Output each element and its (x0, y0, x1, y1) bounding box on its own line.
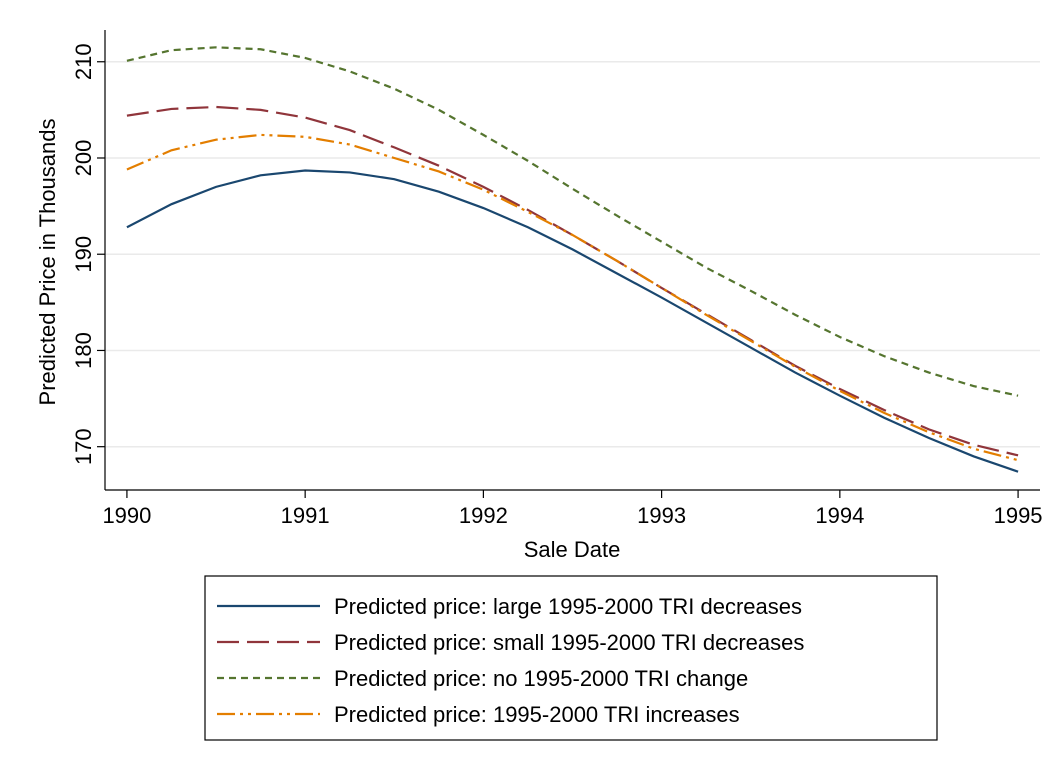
series-line (126, 169, 1019, 473)
x-tick-label: 1993 (637, 503, 686, 528)
series-line (126, 46, 1019, 397)
legend-box (204, 575, 938, 741)
y-tick-label: 180 (71, 332, 96, 369)
y-tick-label: 170 (71, 428, 96, 465)
y-tick-label: 210 (71, 43, 96, 80)
legend-label: Predicted price: 1995-2000 TRI increases (334, 702, 740, 727)
series-line (126, 105, 1019, 457)
x-tick-label: 1994 (815, 503, 864, 528)
x-tick-label: 1995 (994, 503, 1043, 528)
legend-label: Predicted price: small 1995-2000 TRI dec… (334, 630, 804, 655)
series-line (126, 133, 1019, 462)
x-tick-label: 1992 (459, 503, 508, 528)
y-tick-label: 200 (71, 140, 96, 177)
x-tick-label: 1991 (281, 503, 330, 528)
y-tick-label: 190 (71, 236, 96, 273)
y-axis-label: Predicted Price in Thousands (35, 119, 60, 406)
legend-label: Predicted price: large 1995-2000 TRI dec… (334, 594, 802, 619)
x-axis-label: Sale Date (524, 537, 621, 562)
legend-label: Predicted price: no 1995-2000 TRI change (334, 666, 748, 691)
x-tick-label: 1990 (102, 503, 151, 528)
